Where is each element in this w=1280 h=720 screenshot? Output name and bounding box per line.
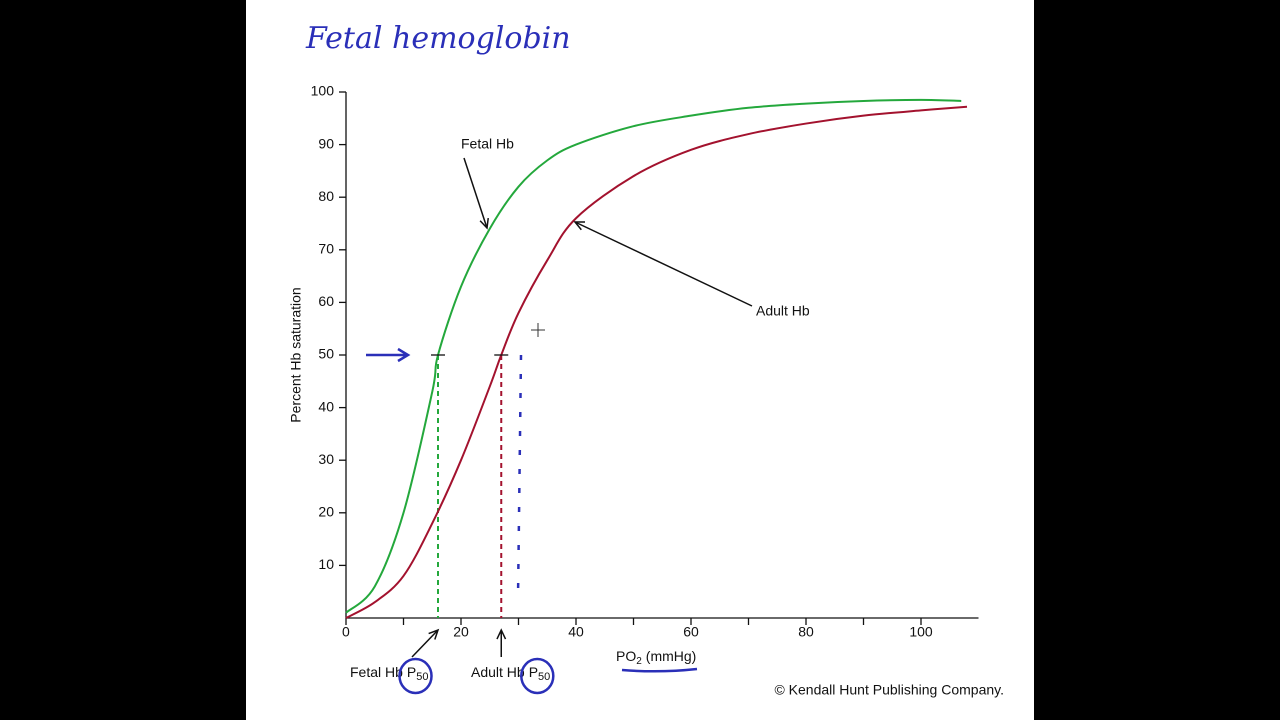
curve — [345, 98, 962, 614]
y-tick-label: 80 — [318, 188, 334, 204]
x-tick-label: 100 — [909, 624, 933, 640]
arrow-head — [479, 217, 489, 230]
x-label-main: PO — [616, 648, 636, 664]
p50-symbol: P — [407, 664, 416, 680]
annotation-arrow — [411, 629, 439, 658]
handwritten-circle — [398, 657, 433, 695]
slide — [246, 0, 1034, 720]
p50-label-text: Fetal Hb — [350, 664, 403, 680]
p50-sub: 50 — [538, 671, 550, 683]
handwritten-arrow — [366, 347, 411, 363]
p50-sub: 50 — [416, 671, 428, 683]
handwritten-dash — [516, 354, 523, 599]
arrow-head — [573, 221, 586, 231]
p50-label: Fetal Hb P50 — [350, 664, 429, 683]
curve-label: Adult Hb — [756, 303, 810, 319]
p50-label-text: Adult Hb — [471, 664, 525, 680]
x-tick-label: 40 — [568, 624, 584, 640]
x-tick-label: 20 — [453, 624, 469, 640]
y-tick-label: 50 — [318, 346, 334, 362]
p50-label: Adult Hb P50 — [471, 664, 550, 683]
arrow-head — [428, 628, 440, 640]
y-axis-label: Percent Hb saturation — [288, 287, 304, 422]
curve-label: Fetal Hb — [461, 136, 514, 152]
annotation-arrow — [463, 157, 488, 229]
y-tick-label: 90 — [318, 135, 334, 151]
cursor — [531, 323, 545, 337]
y-tick-label: 70 — [318, 241, 334, 257]
arrow-head — [496, 628, 507, 640]
handwritten-circle — [520, 657, 555, 695]
y-tick-label: 40 — [318, 398, 334, 414]
x-tick-label: 0 — [342, 624, 350, 640]
p50-symbol: P — [529, 664, 538, 680]
curve — [345, 105, 968, 619]
y-tick-label: 100 — [311, 83, 335, 99]
x-tick-label: 80 — [798, 624, 814, 640]
y-tick-label: 30 — [318, 451, 334, 467]
annotation-arrow — [574, 221, 753, 307]
x-tick-label: 60 — [683, 624, 699, 640]
underline — [621, 667, 698, 673]
plot: 10 20 30 40 50 60 70 80 90 100 0 20 40 60 80 100 Fetal H… — [311, 83, 979, 695]
credit: © Kendall Hunt Publishing Company. — [774, 682, 1004, 698]
y-tick-label: 20 — [318, 504, 334, 520]
x-label-rest: (mmHg) — [646, 648, 697, 664]
y-tick-label: 10 — [318, 556, 334, 572]
x-label-sub: 2 — [636, 656, 642, 667]
y-tick-label: 60 — [318, 293, 334, 309]
x-axis-label: PO2 (mmHg) — [616, 648, 696, 667]
handwritten-title: Fetal hemoglobin — [305, 21, 571, 56]
